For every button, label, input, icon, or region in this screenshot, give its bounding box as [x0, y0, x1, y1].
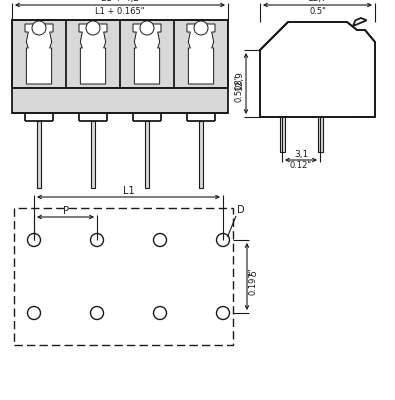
Circle shape — [194, 21, 208, 35]
Text: 0.508": 0.508" — [235, 75, 244, 102]
Text: 5: 5 — [249, 271, 258, 276]
Text: 12,9: 12,9 — [235, 70, 244, 90]
Polygon shape — [353, 18, 367, 26]
Text: L1: L1 — [123, 186, 134, 196]
Text: D: D — [237, 205, 245, 215]
Polygon shape — [260, 22, 375, 117]
Circle shape — [32, 21, 46, 35]
Polygon shape — [280, 117, 284, 152]
Polygon shape — [318, 117, 322, 152]
Text: L1 + 4,2: L1 + 4,2 — [101, 0, 139, 4]
Polygon shape — [187, 24, 215, 84]
Text: 0.5": 0.5" — [309, 6, 326, 16]
Polygon shape — [12, 20, 228, 88]
Polygon shape — [79, 24, 107, 84]
Polygon shape — [133, 24, 161, 84]
Polygon shape — [199, 121, 203, 188]
Text: 3,1: 3,1 — [294, 150, 308, 158]
Polygon shape — [145, 121, 149, 188]
Text: L1 + 0.165": L1 + 0.165" — [95, 6, 145, 16]
Text: P: P — [62, 206, 68, 216]
Bar — [14, 208, 233, 345]
Polygon shape — [91, 121, 95, 188]
Polygon shape — [12, 88, 228, 113]
Text: 0.197": 0.197" — [249, 268, 258, 295]
Circle shape — [140, 21, 154, 35]
Polygon shape — [25, 24, 53, 84]
Text: 12,7: 12,7 — [308, 0, 327, 4]
Polygon shape — [37, 121, 41, 188]
Text: 0.12": 0.12" — [290, 162, 312, 170]
Circle shape — [86, 21, 100, 35]
